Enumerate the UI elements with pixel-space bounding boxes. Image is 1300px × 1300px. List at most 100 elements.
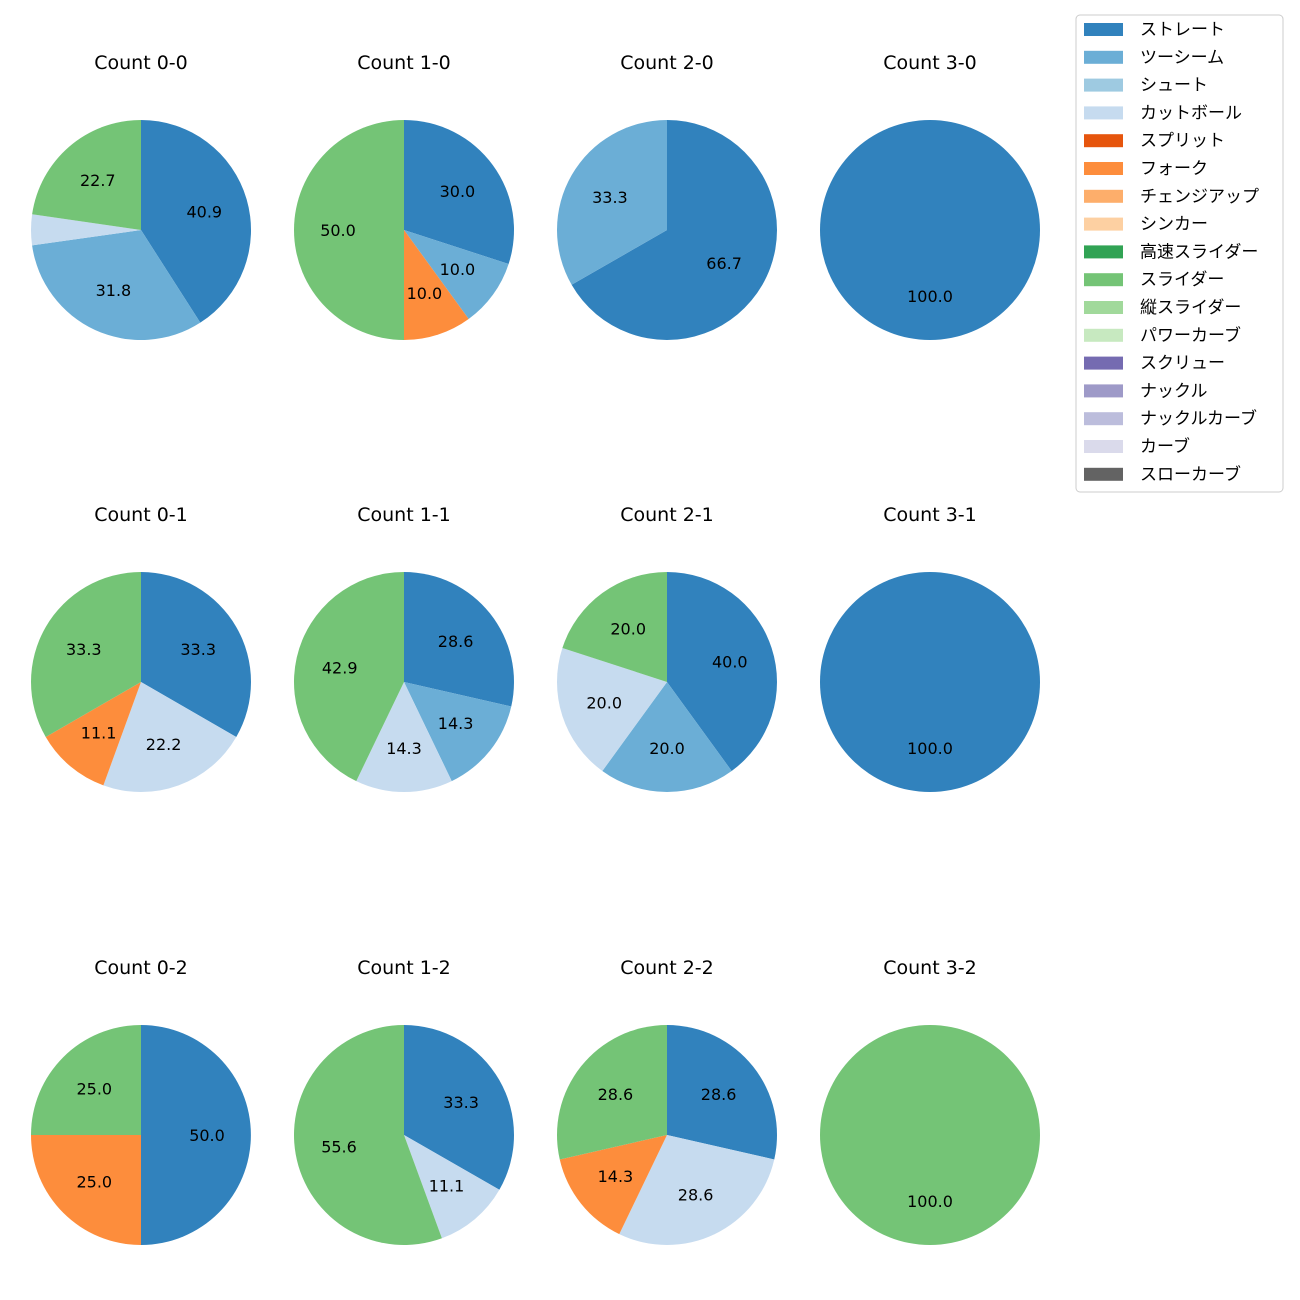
legend-label: ツーシーム	[1140, 48, 1224, 68]
pie-slice	[141, 1025, 251, 1245]
legend-item: 縦スライダー	[1084, 298, 1241, 318]
subplot-title: Count 3-2	[883, 957, 977, 979]
subplot-title: Count 2-2	[620, 957, 714, 979]
slice-label: 25.0	[76, 1079, 112, 1098]
subplot-title: Count 0-1	[94, 504, 188, 526]
pie-slice	[31, 1135, 141, 1245]
legend-label: ストレート	[1140, 20, 1225, 40]
pie-subplot: Count 2-0 66.7 33.3	[556, 52, 777, 340]
legend-swatch	[1084, 50, 1123, 64]
pie-slice	[404, 1135, 500, 1239]
pie-subplot: Count 2-1 40.0 20.0 20.0 20.0	[556, 504, 778, 793]
legend-swatch	[1084, 134, 1123, 148]
legend-item: カットボール	[1084, 103, 1242, 123]
slice-label: 25.0	[76, 1173, 112, 1192]
slice-label: 33.3	[592, 188, 628, 207]
pie-slice	[667, 1025, 777, 1160]
pie-slice	[141, 572, 251, 737]
pie-slice	[820, 1025, 1040, 1245]
slice-label: 33.3	[443, 1093, 479, 1112]
pie-slice	[404, 230, 509, 319]
legend-label: フォーク	[1140, 159, 1208, 179]
pie-slice	[293, 1025, 442, 1245]
legend-swatch	[1084, 245, 1123, 259]
pie-slice	[559, 1135, 667, 1235]
slice-label: 22.7	[80, 171, 116, 190]
legend-label: スローカーブ	[1140, 464, 1241, 485]
slice-label: 11.1	[81, 724, 117, 743]
legend: ストレートツーシームシュートカットボールスプリットフォークチェンジアップシンカー…	[1075, 14, 1284, 493]
pie-slice	[356, 682, 452, 793]
legend-item: パワーカーブ	[1084, 325, 1241, 346]
legend-label: チェンジアップ	[1140, 187, 1259, 207]
legend-item: チェンジアップ	[1084, 187, 1259, 207]
slice-label: 22.2	[146, 735, 182, 754]
legend-item: スローカーブ	[1084, 464, 1241, 485]
subplot-title: Count 2-1	[620, 504, 714, 526]
slice-label: 100.0	[907, 1192, 953, 1211]
subplot-title: Count 3-1	[883, 504, 977, 526]
legend-label: シュート	[1140, 76, 1208, 96]
legend-swatch	[1084, 467, 1123, 481]
legend-item: カーブ	[1084, 436, 1190, 457]
slice-label: 33.3	[180, 640, 216, 659]
pie-slice	[562, 572, 667, 682]
slice-label: 20.0	[586, 693, 622, 712]
legend-swatch	[1084, 78, 1123, 92]
pie-subplot: Count 1-2 33.3 11.1 55.6	[293, 957, 515, 1245]
legend-swatch	[1084, 106, 1123, 120]
pie-slice	[31, 1025, 141, 1135]
slice-label: 14.3	[438, 714, 474, 733]
legend-label: 高速スライダー	[1140, 242, 1258, 262]
slice-label: 28.6	[438, 632, 474, 651]
legend-item: ナックル	[1084, 381, 1208, 401]
pie-slice	[404, 1025, 515, 1190]
slice-label: 50.0	[320, 221, 356, 240]
pie-subplot: Count 1-0 30.0 10.0 10.0 50.0	[294, 52, 515, 340]
slice-label: 28.6	[701, 1085, 737, 1104]
pie-slice	[820, 572, 1040, 792]
slice-label: 100.0	[907, 739, 953, 758]
legend-swatch	[1084, 162, 1123, 175]
pie-slice	[571, 120, 777, 340]
legend-item: スプリット	[1084, 131, 1225, 151]
pie-slice	[294, 120, 404, 340]
legend-swatch	[1084, 301, 1123, 314]
legend-swatch	[1084, 440, 1123, 453]
slice-label: 100.0	[907, 287, 953, 306]
slice-label: 20.0	[649, 739, 685, 758]
legend-item: フォーク	[1084, 159, 1208, 179]
legend-item: シュート	[1084, 76, 1208, 96]
legend-label: スライダー	[1140, 270, 1224, 290]
slice-label: 33.3	[66, 640, 102, 659]
pie-slice	[557, 1025, 667, 1160]
pie-slice	[667, 572, 778, 771]
pie-slice	[404, 120, 515, 264]
subplot-title: Count 2-0	[620, 52, 714, 74]
pie-slice	[32, 230, 201, 341]
legend-item: 高速スライダー	[1084, 242, 1258, 262]
pie-subplot: Count 0-2 50.0 25.0 25.0	[31, 957, 251, 1245]
pie-subplot: Count 3-0 100.0	[820, 52, 1040, 340]
legend-label: 縦スライダー	[1140, 298, 1241, 318]
legend-label: シンカー	[1140, 215, 1208, 235]
subplot-title: Count 3-0	[883, 52, 977, 74]
pie-slice	[619, 1135, 775, 1246]
legend-label: ナックル	[1140, 381, 1208, 401]
legend-item: スクリュー	[1084, 354, 1225, 374]
legend-swatch	[1084, 189, 1123, 203]
pie-slice	[141, 120, 252, 323]
legend-label: ナックルカーブ	[1140, 408, 1257, 429]
pie-slice	[404, 230, 469, 340]
legend-swatch	[1084, 356, 1123, 370]
legend-item: ストレート	[1084, 20, 1225, 40]
legend-item: ナックルカーブ	[1084, 408, 1257, 429]
subplot-title: Count 0-2	[94, 957, 188, 979]
pie-subplot: Count 2-2 28.6 28.6 14.3 28.6	[557, 957, 777, 1246]
slice-label: 10.0	[440, 260, 476, 279]
slice-label: 10.0	[407, 284, 443, 303]
legend-label: カットボール	[1140, 103, 1242, 123]
slice-label: 14.3	[598, 1167, 634, 1186]
subplot-title: Count 0-0	[94, 52, 188, 74]
